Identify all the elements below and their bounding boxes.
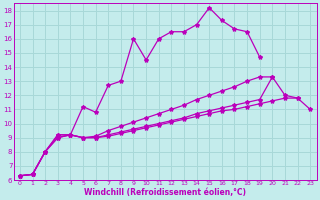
X-axis label: Windchill (Refroidissement éolien,°C): Windchill (Refroidissement éolien,°C): [84, 188, 246, 197]
